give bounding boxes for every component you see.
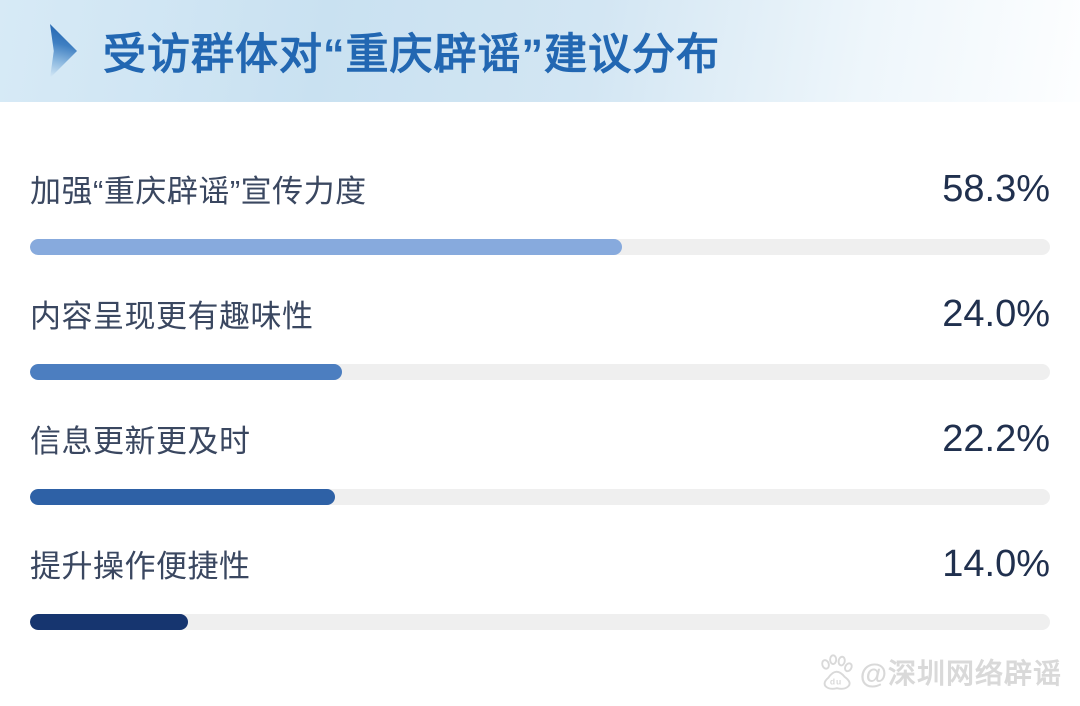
baidu-paw-icon: du xyxy=(820,654,853,690)
bar-chart: 加强“重庆辟谣”宣传力度 58.3% 内容呈现更有趣味性 24.0% 信息更新更… xyxy=(30,166,1050,630)
bar-label: 加强“重庆辟谣”宣传力度 xyxy=(30,174,367,209)
bar-fill xyxy=(30,239,622,255)
bar-row: 内容呈现更有趣味性 24.0% xyxy=(30,291,1050,380)
bar-value: 24.0% xyxy=(942,293,1050,335)
bar-row: 提升操作便捷性 14.0% xyxy=(30,541,1050,630)
bar-label: 信息更新更及时 xyxy=(30,424,251,459)
bar-track xyxy=(30,239,1050,255)
bar-value: 14.0% xyxy=(942,543,1050,585)
page-title: 受访群体对“重庆辟谣”建议分布 xyxy=(103,31,720,79)
bar-track xyxy=(30,489,1050,505)
bar-fill xyxy=(30,489,335,505)
bar-value: 58.3% xyxy=(942,168,1050,210)
watermark: du @深圳网络辟谣 xyxy=(817,652,1062,692)
bar-row: 信息更新更及时 22.2% xyxy=(30,416,1050,505)
bar-value: 22.2% xyxy=(942,418,1050,460)
header-band: 受访群体对“重庆辟谣”建议分布 xyxy=(0,0,1080,102)
bar-label: 内容呈现更有趣味性 xyxy=(30,299,314,334)
bar-track xyxy=(30,364,1050,380)
paw-icon-text: du xyxy=(830,676,842,686)
chevron-right-icon xyxy=(50,24,77,78)
watermark-text: @深圳网络辟谣 xyxy=(859,658,1062,689)
bar-fill xyxy=(30,614,189,630)
bar-row: 加强“重庆辟谣”宣传力度 58.3% xyxy=(30,166,1050,255)
bar-track xyxy=(30,614,1050,630)
bar-fill xyxy=(30,364,343,380)
bar-label: 提升操作便捷性 xyxy=(30,549,251,584)
